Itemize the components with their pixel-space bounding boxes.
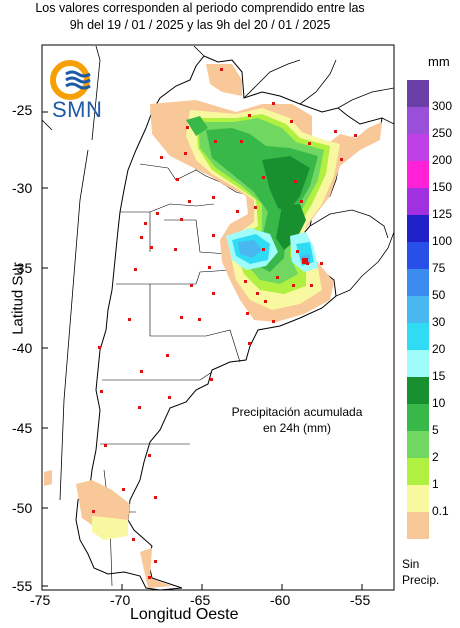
ytick-label: -30 (12, 180, 33, 196)
no-precip-label: Sin Precip. (402, 556, 439, 588)
legend-label: 30 (432, 315, 446, 329)
legend-swatch (407, 215, 429, 242)
smn-logo-icon (50, 60, 91, 100)
legend-swatch (407, 242, 429, 269)
ytick-label: -35 (12, 260, 33, 276)
legend-label: 200 (432, 153, 453, 167)
legend-label: 1 (432, 477, 439, 491)
xtick-label: -60 (270, 592, 291, 608)
precipitation-fields (44, 64, 382, 588)
legend-swatch (407, 512, 429, 539)
legend-label: 75 (432, 261, 446, 275)
legend-swatch (407, 458, 429, 485)
ytick-label: -55 (12, 578, 33, 594)
legend-label: 250 (432, 126, 453, 140)
annotation-line-1: Precipitación acumulada (231, 405, 363, 419)
legend-label: 125 (432, 207, 453, 221)
xtick-label: -70 (110, 592, 131, 608)
legend-swatch (407, 269, 429, 296)
legend-label: 100 (432, 234, 453, 248)
logo-text: SMN (52, 97, 103, 122)
legend-label: 20 (432, 342, 446, 356)
ytick-label: -40 (12, 340, 33, 356)
legend-swatch (407, 296, 429, 323)
neighbor-borders (41, 45, 395, 501)
legend-label: 15 (432, 369, 446, 383)
legend-swatch (407, 431, 429, 458)
legend-unit: mm (428, 54, 450, 69)
legend-label: 150 (432, 180, 453, 194)
ytick-label: -25 (12, 102, 33, 118)
legend-label: 10 (432, 396, 446, 410)
map-annotation: Precipitación acumulada en 24h (mm) (212, 404, 382, 436)
legend-swatch (407, 188, 429, 215)
legend-swatch (407, 134, 429, 161)
x-axis-label: Longitud Oeste (130, 606, 239, 623)
legend-label: 5 (432, 423, 439, 437)
legend-swatch (407, 161, 429, 188)
station-markers (92, 68, 357, 579)
legend-swatch (407, 350, 429, 377)
no-precip-line-2: Precip. (402, 573, 440, 587)
no-precip-line-1: Sin (402, 557, 420, 571)
annotation-line-2: en 24h (mm) (262, 421, 332, 435)
ytick-label: -45 (12, 420, 33, 436)
legend-swatch (407, 80, 429, 107)
xtick-label: -55 (350, 592, 371, 608)
header-line-1: Los valores corresponden al periodo comp… (35, 1, 365, 15)
legend-swatch (407, 323, 429, 350)
xtick-label: -75 (30, 592, 51, 608)
legend-swatch (407, 107, 429, 134)
legend-swatch (407, 377, 429, 404)
legend-label: 50 (432, 288, 446, 302)
axis-ticks (41, 111, 363, 590)
header-line-2: 9h del 19 / 01 / 2025 y las 9h del 20 / … (69, 18, 331, 32)
xtick-label: -65 (190, 592, 211, 608)
legend-swatch (407, 485, 429, 512)
legend-swatch (407, 404, 429, 431)
legend-label: 0.1 (432, 504, 449, 518)
ytick-label: -50 (12, 500, 33, 516)
legend-label: 2 (432, 450, 439, 464)
legend-label: 300 (432, 99, 453, 113)
y-axis-label: Latitud Sur (9, 262, 27, 335)
